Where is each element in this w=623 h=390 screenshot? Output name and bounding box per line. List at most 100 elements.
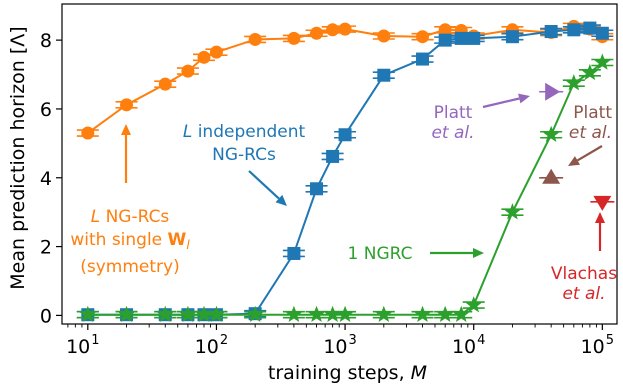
point-blue <box>583 21 597 35</box>
annotation-orange-label: L NG-RCs with single Wl (symmetry) <box>70 207 190 277</box>
reference-vlachas <box>590 195 615 211</box>
x-tick-label: 102 <box>195 333 228 358</box>
arrow-red <box>595 212 605 251</box>
point-green <box>452 305 470 322</box>
point-orange <box>310 26 324 40</box>
point-orange <box>81 126 95 140</box>
point-blue <box>438 33 452 47</box>
point-blue <box>454 31 468 45</box>
point-green <box>117 305 136 322</box>
annotation-line: et al. <box>569 123 612 143</box>
arrow-brown <box>568 145 603 166</box>
point-blue <box>416 52 430 66</box>
point-green <box>465 296 483 313</box>
point-orange <box>326 23 340 37</box>
point-green <box>195 305 213 322</box>
annotation-bold: W <box>168 230 187 250</box>
point-blue <box>287 246 301 260</box>
point-green <box>581 63 599 81</box>
point-green <box>336 305 354 322</box>
point-green <box>156 305 174 322</box>
annotation-line: Vlachas <box>551 264 617 284</box>
point-green <box>79 305 97 322</box>
point-green <box>565 74 583 91</box>
annotation-rest: with single <box>70 230 167 250</box>
x-tick-exponent: 5 <box>606 333 614 348</box>
point-orange <box>438 23 452 37</box>
point-green <box>207 305 225 322</box>
annotation-line: et al. <box>431 123 474 143</box>
arrow-head <box>121 124 131 135</box>
x-tick-exponent: 3 <box>349 333 357 348</box>
point-orange <box>248 32 262 46</box>
arrow-head <box>595 212 605 223</box>
annotation-line: et al. <box>562 284 605 304</box>
annotation-blue-label: L independent NG-RCs <box>183 122 306 165</box>
reference-marker-platt_brown <box>542 168 561 184</box>
annotation-green-label: 1 NGRC <box>348 244 413 264</box>
arrow-purple <box>482 93 530 109</box>
arrow-green <box>430 248 484 258</box>
annotation-line: L NG-RCs <box>91 207 170 227</box>
x-axis-label-var: M <box>411 362 427 384</box>
x-tick-base: 10 <box>195 336 219 358</box>
point-green <box>307 305 326 322</box>
annotation-line: with single Wl <box>70 230 190 252</box>
point-blue <box>467 31 481 45</box>
annotation-platt-brown-label: Platt et al. <box>569 103 612 143</box>
series-layer <box>76 19 615 322</box>
reference-marker-vlachas <box>593 195 612 211</box>
y-tick-label: 0 <box>40 305 52 327</box>
point-orange <box>120 98 134 112</box>
annotation-italic: L <box>183 122 192 142</box>
point-orange <box>158 77 172 91</box>
x-tick-label: 101 <box>66 333 99 358</box>
point-green <box>542 125 560 143</box>
reference-marker-platt_purple <box>545 82 561 101</box>
annotation-line: Platt <box>573 103 612 123</box>
point-blue <box>338 128 352 142</box>
x-axis-label-text: training steps, <box>268 362 411 384</box>
annotation-italic: L <box>91 207 100 227</box>
reference-platt_purple <box>539 82 564 101</box>
annotation-layer: L NG-RCs with single Wl (symmetry) L indepe… <box>70 93 617 304</box>
point-green <box>375 305 393 322</box>
point-orange <box>209 45 223 59</box>
x-tick-label: 103 <box>323 333 356 358</box>
arrow-orange <box>121 124 131 183</box>
point-green <box>436 305 454 322</box>
x-tick-exponent: 1 <box>91 333 99 348</box>
y-tick-label: 8 <box>40 30 52 52</box>
x-tick-label: 105 <box>581 333 614 358</box>
arrow-shaft <box>482 97 520 109</box>
arrow-shaft <box>248 170 280 200</box>
series-green <box>76 53 614 322</box>
point-orange <box>197 50 211 64</box>
arrow-head <box>518 93 530 104</box>
annotation-platt-purple-label: Platt et al. <box>431 103 474 143</box>
y-axis-label: Mean prediction horizon [Λ] <box>7 26 29 289</box>
arrow-blue <box>248 170 287 206</box>
series-orange <box>76 19 614 140</box>
point-orange <box>416 30 430 44</box>
annotation-line: L independent <box>183 122 306 142</box>
y-tick-label: 6 <box>40 99 52 121</box>
y-tick-label: 2 <box>40 237 52 259</box>
x-tick-base: 10 <box>581 336 605 358</box>
annotation-vlachas-label: Vlachas et al. <box>551 264 617 304</box>
point-green <box>593 53 611 70</box>
annotation-line: NG-RCs <box>212 145 276 165</box>
annotation-line: (symmetry) <box>80 257 179 277</box>
x-tick-base: 10 <box>66 336 90 358</box>
annotation-line: 1 NGRC <box>348 244 413 264</box>
point-green <box>285 305 303 322</box>
y-tick-label: 4 <box>40 168 52 190</box>
point-green <box>179 305 197 322</box>
point-blue <box>310 182 324 196</box>
point-blue <box>377 68 391 82</box>
reference-platt_brown <box>539 168 564 184</box>
point-orange <box>377 29 391 43</box>
point-blue <box>595 26 609 40</box>
annotation-line: Platt <box>434 103 473 123</box>
